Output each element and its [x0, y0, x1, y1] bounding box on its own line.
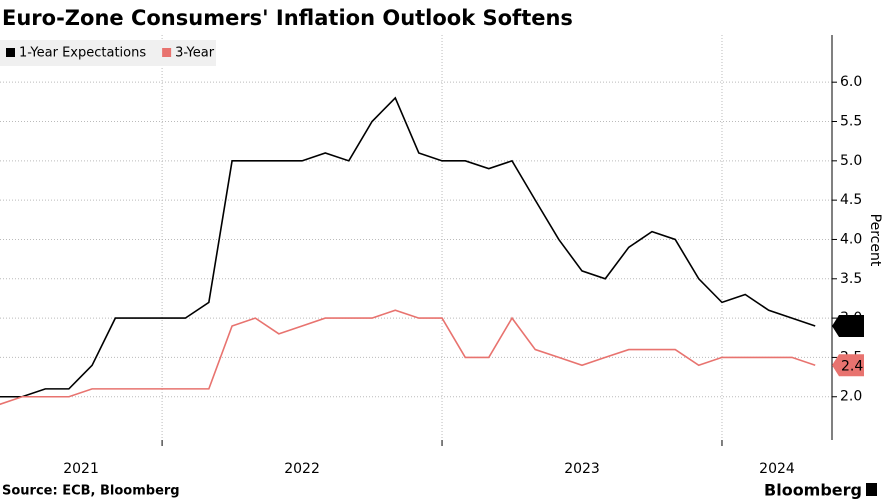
y-tick-label: 5.5	[840, 114, 862, 130]
y-tick-label: 5.0	[840, 153, 862, 169]
brand-icon	[866, 483, 877, 496]
x-tick-label: 2021	[63, 461, 99, 477]
end-label-box	[832, 314, 864, 337]
line	[0, 309, 816, 406]
legend-swatch	[6, 48, 15, 57]
x-tick-label: 2024	[759, 461, 795, 477]
legend-box	[0, 40, 216, 66]
y-tick-label: 4.5	[840, 192, 862, 208]
y-tick-label: 3.5	[840, 271, 862, 287]
y-axis-label: Percent	[867, 214, 883, 267]
x-tick-label: 2023	[564, 461, 600, 477]
legend-label: 3-Year	[175, 46, 215, 61]
legend-label: 1-Year Expectations	[19, 46, 146, 61]
y-tick-label: 6.0	[840, 74, 862, 90]
x-tick-label: 2022	[284, 461, 320, 477]
y-tick-label: 2.0	[840, 389, 862, 405]
end-label: 2.9	[841, 319, 863, 335]
end-label-box	[832, 354, 864, 377]
y-tick-label: 4.0	[840, 231, 862, 247]
brand: Bloomberg	[764, 481, 862, 500]
chart-title: Euro-Zone Consumers' Inflation Outlook S…	[2, 6, 573, 30]
line	[0, 96, 816, 398]
legend-swatch	[162, 48, 172, 57]
end-label: 2.4	[841, 358, 863, 374]
source: Source: ECB, Bloomberg	[2, 484, 180, 499]
